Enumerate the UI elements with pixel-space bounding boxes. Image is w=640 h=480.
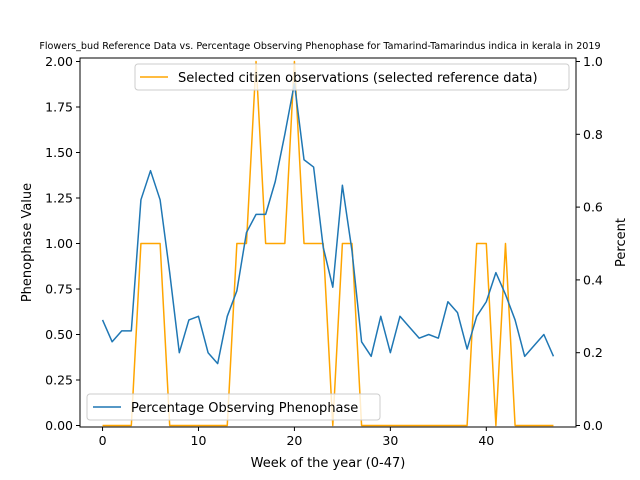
plot-frame (79, 57, 577, 428)
legend-box (134, 63, 570, 91)
y-right-tick-label: 0.4 (583, 272, 603, 287)
y-axis-right: 0.0 0.2 0.4 0.6 0.8 1.0 (576, 54, 603, 433)
y-left-tick-label: 0.25 (45, 373, 73, 388)
x-tick-label: 30 (382, 433, 398, 448)
series-line-percentage (101, 82, 555, 365)
y-left-tick-label: 1.25 (45, 191, 73, 206)
y-right-tick-label: 0.8 (583, 127, 603, 142)
y-axis-right-label: Percent (614, 218, 629, 267)
y-right-tick-label: 0.6 (583, 200, 603, 215)
y-axis-left-label: Phenophase Value (20, 183, 35, 302)
y-left-tick-label: 1.00 (45, 236, 73, 251)
y-left-tick-label: 2.00 (45, 54, 73, 69)
y-right-tick-label: 1.0 (583, 54, 603, 69)
y-axis-left: 0.00 0.25 0.50 0.75 1.00 1.25 1.50 1.75 2.00 (45, 54, 80, 433)
x-tick-label: 10 (191, 433, 207, 448)
legend-label-percentage: Percentage Observing Phenophase (131, 401, 358, 416)
y-left-tick-label: 1.50 (45, 145, 73, 160)
legend-box (86, 393, 381, 421)
legend-lower-left: Percentage Observing Phenophase (86, 393, 381, 421)
chart-title: Flowers_bud Reference Data vs. Percentag… (39, 41, 600, 52)
x-axis-label: Week of the year (0-47) (251, 456, 406, 471)
x-tick-label: 0 (99, 433, 107, 448)
y-left-tick-label: 0.75 (45, 282, 73, 297)
y-left-tick-label: 1.75 (45, 100, 73, 115)
x-tick-label: 20 (286, 433, 302, 448)
y-right-tick-label: 0.2 (583, 345, 603, 360)
y-left-tick-label: 0.50 (45, 327, 73, 342)
series-line-selected-citizen (102, 60, 554, 427)
legend-upper-right: Selected citizen observations (selected … (134, 63, 570, 91)
plot-lines (101, 60, 555, 427)
y-right-tick-label: 0.0 (583, 418, 603, 433)
legend-label-selected-citizen: Selected citizen observations (selected … (178, 71, 538, 86)
x-tick-label: 40 (478, 433, 494, 448)
x-axis: 0 10 20 30 40 (99, 427, 494, 448)
y-left-tick-label: 0.00 (45, 418, 73, 433)
